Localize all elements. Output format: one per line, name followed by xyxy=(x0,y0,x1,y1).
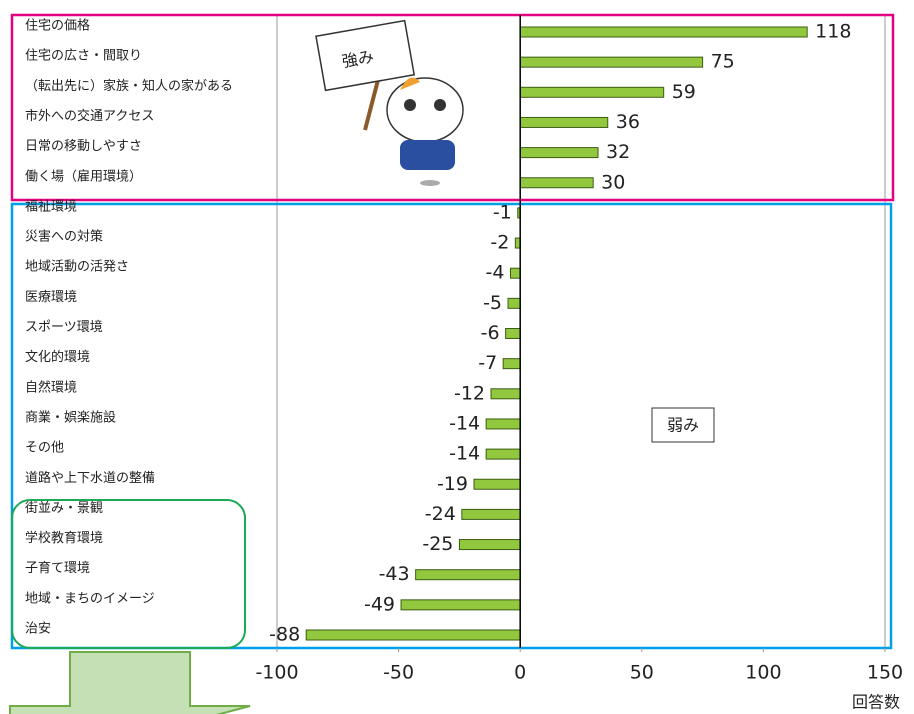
value-label: -43 xyxy=(379,563,410,585)
value-label: -49 xyxy=(364,593,395,615)
bar xyxy=(486,449,520,459)
category-label: 子育て環境 xyxy=(25,560,90,576)
bar xyxy=(416,570,521,580)
category-label: 市外への交通アクセス xyxy=(25,108,154,124)
value-label: -1 xyxy=(493,201,512,223)
bar xyxy=(520,117,608,127)
value-label: -24 xyxy=(425,503,456,525)
bar xyxy=(306,630,520,640)
category-label: 治安 xyxy=(25,622,51,637)
bar xyxy=(401,600,520,610)
value-label: 36 xyxy=(616,111,640,133)
value-label: -12 xyxy=(454,382,485,404)
bar xyxy=(520,27,807,37)
x-tick-label: -50 xyxy=(383,662,414,684)
value-label: 59 xyxy=(672,81,696,103)
value-label: -2 xyxy=(490,232,509,254)
value-label: 32 xyxy=(606,141,630,163)
category-label: スポーツ環境 xyxy=(25,320,103,335)
category-label: 医療環境 xyxy=(25,290,77,305)
value-label: -6 xyxy=(481,322,500,344)
value-label: -25 xyxy=(422,533,453,555)
value-label: 30 xyxy=(601,171,625,193)
category-label: 商業・娯楽施設 xyxy=(25,409,116,425)
x-tick-label: 100 xyxy=(745,662,781,684)
bar xyxy=(459,540,520,550)
bar xyxy=(520,148,598,158)
category-label: 文化的環境 xyxy=(25,349,90,365)
bar xyxy=(506,329,521,339)
annotation: 弱み xyxy=(667,416,699,435)
category-label: 災害への対策 xyxy=(25,229,103,245)
category-label: 住宅の価格 xyxy=(25,18,90,34)
category-label: 街並み・景観 xyxy=(25,501,103,516)
category-label: 自然環境 xyxy=(25,379,77,395)
value-label: -5 xyxy=(483,292,502,314)
category-label: 住宅の広さ・間取り xyxy=(25,49,142,64)
bar xyxy=(491,389,520,399)
bar xyxy=(520,87,663,97)
x-tick-label: 0 xyxy=(514,662,526,684)
value-label: -14 xyxy=(449,412,480,434)
category-label: 道路や上下水道の整備 xyxy=(25,470,155,486)
category-label: 学校教育環境 xyxy=(25,530,103,546)
x-tick-label: 150 xyxy=(867,662,903,684)
bar xyxy=(503,359,520,369)
bar xyxy=(520,178,593,188)
value-label: -19 xyxy=(437,473,468,495)
category-label: 日常の移動しやすさ xyxy=(25,139,142,154)
category-label: 働く場（雇用環境） xyxy=(25,168,142,184)
category-label: 地域活動の活発さ xyxy=(25,260,129,275)
category-label: その他 xyxy=(25,441,64,456)
mascot xyxy=(316,21,463,186)
bar xyxy=(486,419,520,429)
chart: 強み 弱み 回答数 -100-50050100150住宅の価格118住宅の広さ・… xyxy=(0,0,914,714)
category-label: 福祉環境 xyxy=(25,199,77,214)
x-axis-label: 回答数 xyxy=(852,693,900,712)
value-label: -14 xyxy=(449,443,480,465)
bar xyxy=(510,268,520,278)
value-label: -88 xyxy=(269,624,300,646)
bar xyxy=(520,57,702,67)
category-label: （転出先に）家族・知人の家がある xyxy=(25,78,233,94)
x-tick-label: 50 xyxy=(630,662,654,684)
bar xyxy=(462,509,520,519)
bar xyxy=(474,479,520,489)
value-label: 118 xyxy=(815,21,851,43)
arrow xyxy=(10,652,250,714)
category-label: 地域・まちのイメージ xyxy=(25,591,155,606)
bar xyxy=(508,298,520,308)
x-tick-label: -100 xyxy=(255,662,298,684)
value-label: 75 xyxy=(711,51,735,73)
value-label: -4 xyxy=(486,262,505,284)
value-label: -7 xyxy=(478,352,497,374)
